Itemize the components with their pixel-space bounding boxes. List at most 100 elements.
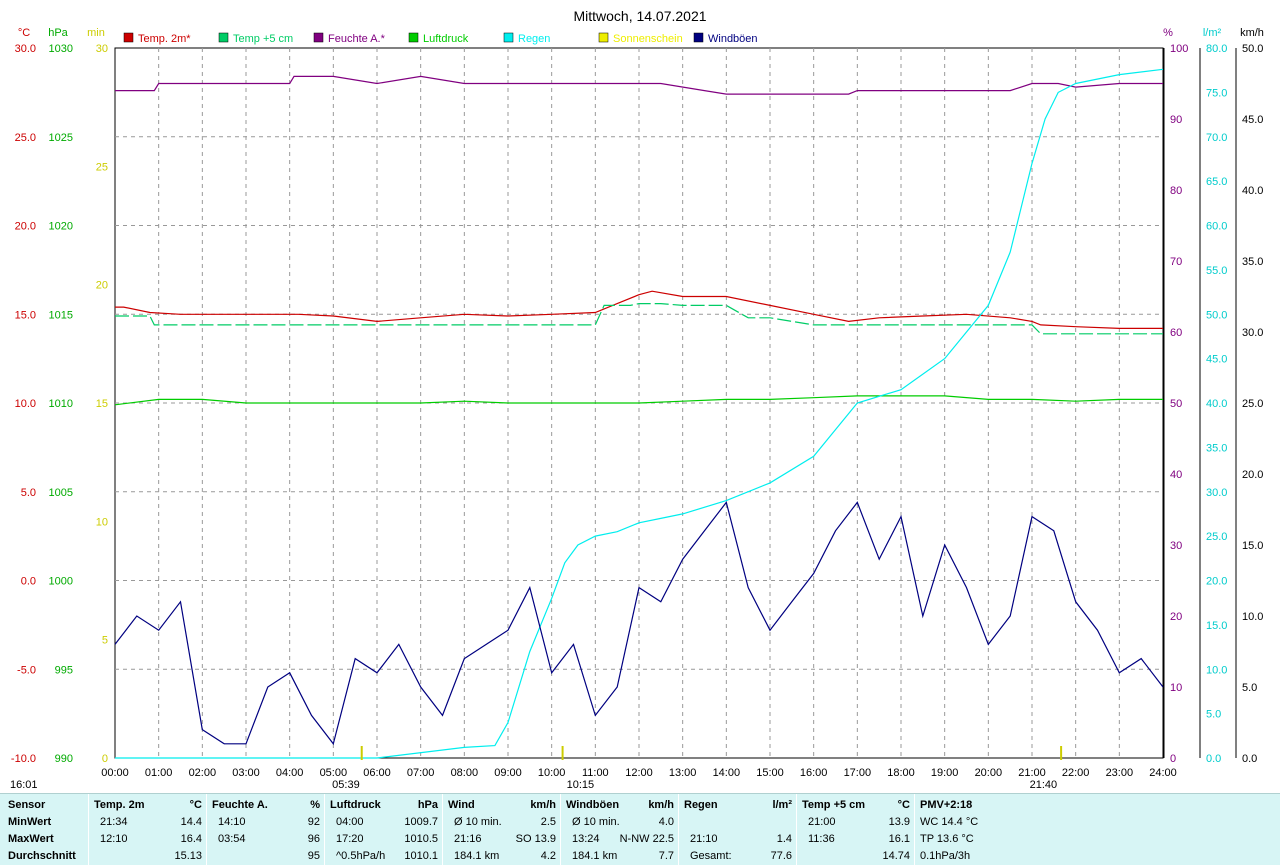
table-row-label: Durchschnitt — [8, 850, 76, 862]
legend-swatch — [503, 32, 514, 43]
rain-tick-label: 20.0 — [1206, 576, 1227, 588]
wind-tick-label: 20.0 — [1242, 469, 1263, 481]
humidity-unit-label: % — [1163, 27, 1173, 39]
chart-title: Mittwoch, 14.07.2021 — [573, 8, 706, 24]
table-divider — [914, 794, 915, 865]
pressure-tick-label: 1000 — [49, 576, 73, 588]
sunshine-tick-label: 20 — [96, 280, 108, 292]
table-unit: l/m² — [772, 799, 792, 811]
legend-swatch — [408, 32, 419, 43]
rain-tick-label: 75.0 — [1206, 87, 1227, 99]
temp-tick-label: -10.0 — [11, 753, 36, 765]
table-header: PMV+2:18 — [920, 799, 973, 811]
x-tick-label: 12:00 — [625, 767, 653, 779]
table-cell-value: 95 — [307, 850, 320, 862]
table-cell-value: 2.5 — [540, 816, 556, 828]
x-tick-label: 10:00 — [538, 767, 566, 779]
table-divider — [206, 794, 207, 865]
table-unit: hPa — [417, 799, 438, 811]
wind-tick-label: 0.0 — [1242, 753, 1257, 765]
legend: Temp. 2m* Temp +5 cm Feuchte A.* Luftdruck R… — [123, 32, 758, 45]
legend-swatch — [598, 32, 609, 43]
table-row-label: MaxWert — [8, 833, 54, 845]
series-feuchte-a- — [115, 75, 1163, 95]
series-temp-5-cm — [115, 303, 1163, 335]
x-tick-label: 18:00 — [887, 767, 915, 779]
table-cell-time: 21:00 — [808, 816, 836, 828]
x-tick-label: 23:00 — [1106, 767, 1134, 779]
humidity-tick-label: 80 — [1170, 185, 1182, 197]
x-tick-label: 19:00 — [931, 767, 959, 779]
rain-tick-label: 70.0 — [1206, 132, 1227, 144]
x-tick-label: 24:00 — [1149, 767, 1177, 779]
axes: 30.025.020.015.010.05.00.0-5.0-10.0°C103… — [11, 27, 1264, 779]
legend-label: Temp +5 cm — [233, 33, 293, 45]
pressure-tick-label: 1005 — [49, 487, 73, 499]
temp-tick-label: 30.0 — [15, 43, 36, 55]
temp-tick-label: 20.0 — [15, 221, 36, 233]
x-tick-label: 20:00 — [975, 767, 1003, 779]
table-unit: °C — [897, 799, 910, 811]
rain-unit-label: l/m² — [1203, 27, 1222, 39]
x-tick-label: 09:00 — [494, 767, 522, 779]
temp-tick-label: 10.0 — [15, 398, 36, 410]
rain-tick-label: 65.0 — [1206, 176, 1227, 188]
series-regen — [115, 68, 1164, 759]
x-tick-label: 01:00 — [145, 767, 173, 779]
wind-tick-label: 5.0 — [1242, 682, 1257, 694]
table-unit: km/h — [648, 799, 674, 811]
table-cell-time: 17:20 — [336, 833, 364, 845]
statistics-table: Sensor MinWert MaxWert Durchschnitt Temp. 2m… — [0, 793, 1280, 865]
pressure-tick-label: 1030 — [49, 43, 73, 55]
day-start-label: 16:01 — [10, 779, 38, 791]
series-luftdruck — [114, 395, 1163, 406]
x-tick-label: 17:00 — [844, 767, 872, 779]
table-cell-value: 4.0 — [658, 816, 674, 828]
series-temp-2m- — [115, 290, 1163, 329]
legend-swatch — [313, 32, 324, 43]
table-cell-time: 03:54 — [218, 833, 246, 845]
rain-tick-label: 30.0 — [1206, 487, 1227, 499]
humidity-tick-label: 40 — [1170, 469, 1182, 481]
table-cell-time: Gesamt: — [690, 850, 732, 862]
table-cell-time: Ø 10 min. — [454, 816, 502, 828]
rain-tick-label: 35.0 — [1206, 442, 1227, 454]
rain-tick-label: 0.0 — [1206, 753, 1221, 765]
x-tick-label: 14:00 — [713, 767, 741, 779]
table-cell-time: 12:10 — [100, 833, 128, 845]
table-cell-time: 13:24 — [572, 833, 600, 845]
table-cell-time: 14:10 — [218, 816, 246, 828]
humidity-tick-label: 0 — [1170, 753, 1176, 765]
rain-tick-label: 15.0 — [1206, 620, 1227, 632]
table-header: Regen — [684, 799, 718, 811]
humidity-tick-label: 70 — [1170, 256, 1182, 268]
sunshine-tick-label: 25 — [96, 161, 108, 173]
wind-tick-label: 30.0 — [1242, 327, 1263, 339]
table-cell-value: 1010.1 — [404, 850, 438, 862]
table-header: Wind — [448, 799, 475, 811]
table-cell-time: 04:00 — [336, 816, 364, 828]
table-cell-value: 4.2 — [540, 850, 556, 862]
table-cell-time: 21:10 — [690, 833, 718, 845]
table-cell-value: 15.13 — [174, 850, 202, 862]
table-cell-time: 184.1 km — [454, 850, 500, 862]
x-tick-label: 13:00 — [669, 767, 697, 779]
x-tick-label: 15:00 — [756, 767, 784, 779]
x-tick-label: 07:00 — [407, 767, 435, 779]
x-tick-label: 11:00 — [582, 767, 609, 779]
table-cell-time: ^0.5hPa/h — [336, 850, 386, 862]
rain-tick-label: 55.0 — [1206, 265, 1227, 277]
wind-unit-label: km/h — [1240, 27, 1264, 39]
table-cell-value: 92 — [307, 816, 320, 828]
pressure-tick-label: 1020 — [49, 221, 73, 233]
table-cell-time: 11:36 — [808, 833, 835, 845]
table-header: Temp. 2m — [94, 799, 145, 811]
table-header: Sensor — [8, 799, 46, 811]
wind-tick-label: 50.0 — [1242, 43, 1263, 55]
legend-label: Regen — [518, 33, 550, 45]
table-divider — [796, 794, 797, 865]
table-row-label: MinWert — [8, 816, 52, 828]
table-unit: km/h — [530, 799, 556, 811]
humidity-tick-label: 20 — [1170, 611, 1182, 623]
table-cell-value: 7.7 — [658, 850, 674, 862]
